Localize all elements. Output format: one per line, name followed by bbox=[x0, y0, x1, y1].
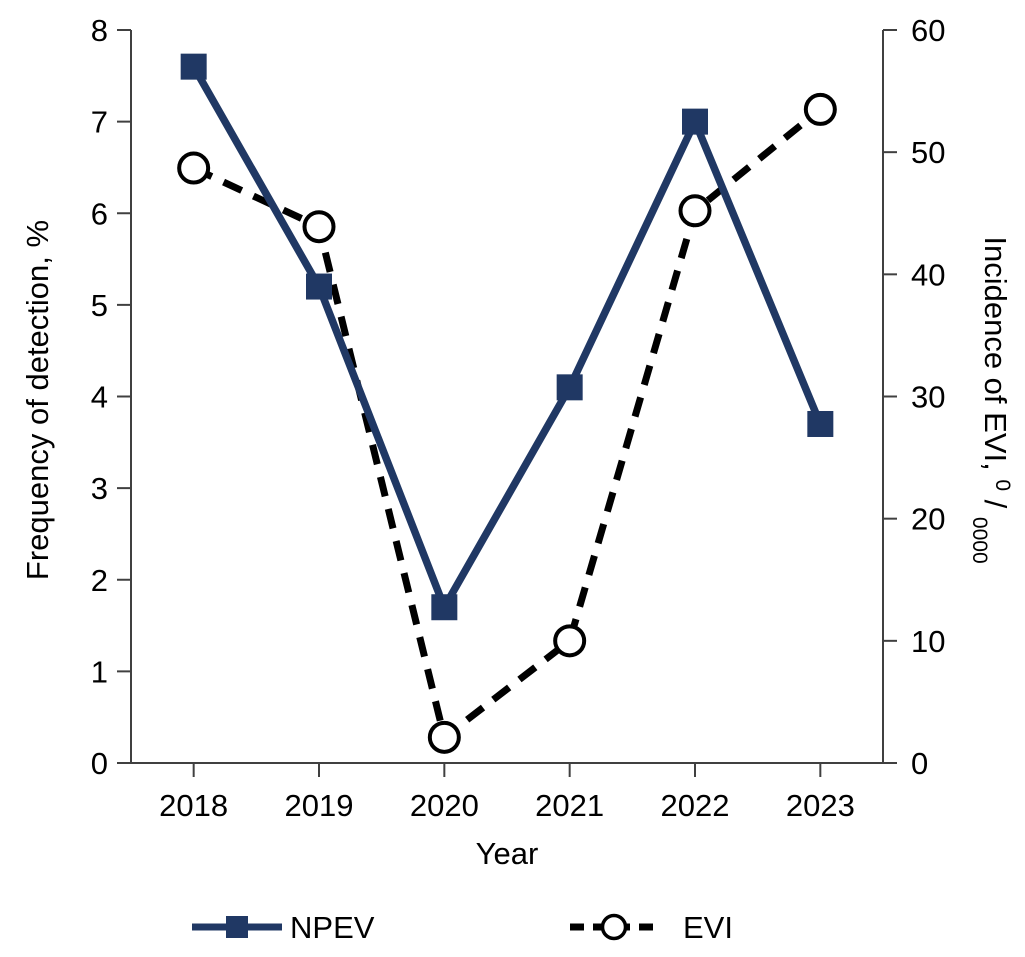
y-right-tick-label: 40 bbox=[911, 257, 945, 292]
npev-marker-square bbox=[180, 53, 207, 80]
legend-label-evi: EVI bbox=[683, 910, 733, 945]
npev-line bbox=[190, 64, 824, 616]
evi-line bbox=[192, 106, 823, 744]
y-left-tick-label: 6 bbox=[91, 196, 108, 231]
y-left-tick-label: 5 bbox=[91, 288, 108, 323]
evi-marker-circle bbox=[177, 151, 211, 185]
x-axis-title: Year bbox=[476, 836, 539, 871]
y-right-tick-label: 20 bbox=[911, 502, 945, 537]
y-right-axis-title-main: Incidence of EVI, bbox=[978, 236, 1013, 479]
npev-marker-square bbox=[682, 108, 708, 135]
legend-samples-group bbox=[192, 913, 658, 941]
y-right-tick-label: 0 bbox=[911, 746, 928, 781]
y-right-axis-title-superscript: 0 bbox=[991, 479, 1014, 491]
y-left-tick-label: 1 bbox=[91, 654, 108, 689]
y-right-tick-label: 60 bbox=[911, 13, 945, 48]
y-left-axis-title: Frequency of detection, % bbox=[20, 220, 55, 580]
evi-marker-circle bbox=[678, 194, 712, 228]
y-left-tick-label: 0 bbox=[91, 746, 108, 781]
evi-marker-circle bbox=[553, 624, 587, 658]
axes-group: 0 1 2 3 4 5 6 7 8 0 10 20 30 40 50 60 2018 2019 2020 2021 20… bbox=[91, 13, 946, 823]
y-left-tick-label: 8 bbox=[91, 13, 108, 48]
legend-npev-marker-sample bbox=[226, 916, 248, 938]
legend-evi-marker-sample bbox=[600, 913, 628, 941]
evi-marker-circle bbox=[302, 210, 336, 244]
y-right-axis-title-subscript: 0000 bbox=[968, 517, 991, 564]
y-right-tick-label: 50 bbox=[911, 135, 945, 170]
x-axis-tick-label: 2020 bbox=[410, 788, 479, 823]
npev-marker-square bbox=[431, 594, 458, 621]
x-axis-tick-label: 2023 bbox=[786, 788, 855, 823]
x-axis-tick-label: 2019 bbox=[285, 788, 354, 823]
y-right-axis-title: Incidence of EVI, 0 / 0000 bbox=[968, 236, 1024, 563]
x-axis-tick-label: 2018 bbox=[159, 788, 228, 823]
x-axis-tick-label: 2021 bbox=[535, 788, 604, 823]
y-right-axis-title-slash: / bbox=[978, 500, 1013, 509]
evi-marker-circle bbox=[803, 92, 837, 126]
y-left-tick-label: 2 bbox=[91, 563, 108, 598]
x-axis-tick-label: 2022 bbox=[661, 788, 730, 823]
npev-marker-square bbox=[306, 273, 332, 300]
y-right-tick-label: 10 bbox=[911, 624, 945, 659]
y-right-tick-label: 30 bbox=[911, 380, 945, 415]
legend-label-npev: NPEV bbox=[290, 910, 375, 945]
npev-marker-square bbox=[807, 410, 834, 437]
y-left-tick-label: 7 bbox=[91, 105, 108, 140]
y-left-tick-label: 3 bbox=[91, 471, 108, 506]
evi-marker-circle bbox=[427, 720, 461, 754]
series-group bbox=[177, 53, 837, 754]
y-left-tick-label: 4 bbox=[91, 380, 108, 415]
npev-marker-square bbox=[556, 374, 583, 401]
